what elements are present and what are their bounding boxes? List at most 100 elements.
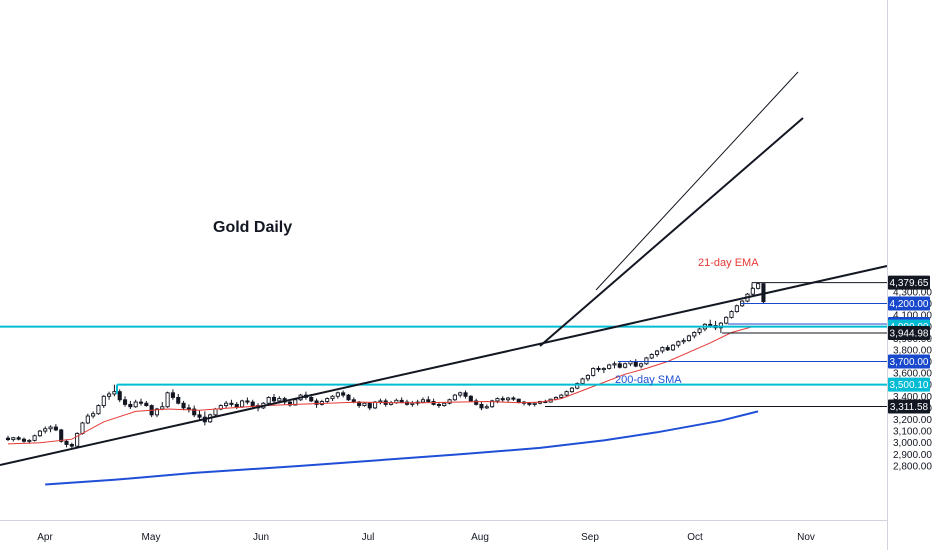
y-tick-label: 3,200.00 xyxy=(893,415,932,426)
candle-body-up xyxy=(734,305,739,313)
candle-body-up xyxy=(654,350,660,355)
y-tick-label: 3,000.00 xyxy=(893,438,932,449)
y-tick-label: 3,600.00 xyxy=(893,369,932,380)
candle-body-down xyxy=(341,392,346,396)
candle-body-up xyxy=(442,402,447,407)
candle xyxy=(426,396,431,403)
candle xyxy=(16,435,21,441)
candle-body-down xyxy=(170,392,175,398)
ema-21-line xyxy=(7,326,753,445)
candle-body-up xyxy=(373,401,378,409)
candle-body-up xyxy=(48,426,53,430)
candle-body-up xyxy=(670,344,676,351)
candle-body-up xyxy=(335,392,340,397)
candle-body-up xyxy=(213,408,218,416)
candle-body-up xyxy=(91,413,96,417)
candle-body-up xyxy=(452,394,457,401)
candle xyxy=(660,346,665,354)
candle xyxy=(686,334,692,342)
candle-body-down xyxy=(399,399,404,403)
candle-body-up xyxy=(325,398,330,402)
candle xyxy=(32,434,37,442)
candle-body-down xyxy=(128,403,133,408)
candle xyxy=(729,310,734,319)
candle-body-up xyxy=(601,367,606,371)
trendline-medium-term[interactable] xyxy=(539,117,804,347)
candle xyxy=(218,404,223,411)
candle-body-up xyxy=(564,391,569,396)
trendlines-layer xyxy=(0,71,888,466)
candle xyxy=(53,424,58,432)
y-tick-label: 3,400.00 xyxy=(893,392,932,403)
ema-label: 21-day EMA xyxy=(698,257,759,269)
candle xyxy=(511,396,516,401)
candle-body-up xyxy=(362,402,367,407)
price-tag: 3,500.10 xyxy=(888,377,930,392)
y-tick-label: 2,800.00 xyxy=(893,461,932,472)
candle xyxy=(133,399,138,408)
sma-200-line xyxy=(45,410,759,486)
trendline-long-term[interactable] xyxy=(0,265,888,466)
candle xyxy=(490,399,495,408)
candle-body-down xyxy=(117,391,122,401)
candle-body-up xyxy=(660,347,665,352)
candle-body-up xyxy=(80,422,85,434)
candle-body-up xyxy=(43,428,48,432)
candle xyxy=(559,393,564,399)
candle-body-up xyxy=(96,405,101,415)
candle xyxy=(48,425,53,433)
candle xyxy=(5,435,11,441)
candle-body-up xyxy=(692,332,697,337)
price-tag-label: 3,311.58 xyxy=(890,402,929,413)
candle-body-up xyxy=(532,402,537,405)
candle xyxy=(436,402,441,408)
trendline-short-term[interactable] xyxy=(595,71,799,291)
candle xyxy=(575,382,580,390)
candle-body-up xyxy=(649,354,654,359)
candle-body-down xyxy=(69,443,74,447)
candle-body-down xyxy=(21,438,27,442)
candle-body-down xyxy=(633,361,638,367)
candle-body-up xyxy=(681,340,686,343)
candle-body-up xyxy=(718,322,723,329)
candle xyxy=(654,349,660,357)
candle xyxy=(165,391,170,408)
candle xyxy=(43,426,48,434)
candle-body-up xyxy=(490,400,495,408)
candle-body-up xyxy=(575,383,580,389)
candle-body-up xyxy=(569,387,574,393)
candle-body-up xyxy=(11,437,16,441)
price-tags: 4,379.654,200.004,022.804,000.003,944.98… xyxy=(888,275,930,414)
candle xyxy=(756,282,761,290)
candle-body-down xyxy=(64,440,69,445)
price-tag-bg xyxy=(888,399,930,414)
candle xyxy=(601,367,606,374)
candle-body-down xyxy=(617,363,622,368)
candle xyxy=(681,338,686,345)
candle xyxy=(91,411,96,419)
candle-body-down xyxy=(708,323,713,326)
candle-body-up xyxy=(612,363,617,366)
candle xyxy=(532,402,537,407)
candle-body-up xyxy=(729,311,734,318)
candle xyxy=(75,432,80,447)
y-tick-label: 4,100.00 xyxy=(893,311,932,322)
candle xyxy=(750,287,755,296)
candle-body-up xyxy=(75,432,80,447)
candle-body-up xyxy=(697,328,702,333)
candle xyxy=(69,442,74,448)
candle xyxy=(623,362,628,369)
candle-body-up xyxy=(107,393,112,397)
candle xyxy=(479,402,484,411)
candle-body-down xyxy=(176,396,181,404)
price-levels-layer xyxy=(0,282,887,408)
price-tag-bg xyxy=(888,275,930,290)
candle xyxy=(346,393,351,401)
candle-body-down xyxy=(527,402,532,405)
time-axis[interactable]: Apr May Jun Jul Aug Sep Oct Nov xyxy=(37,532,815,543)
candle xyxy=(506,396,511,403)
candle-body-down xyxy=(144,402,149,407)
candle-body-up xyxy=(27,439,32,442)
candle xyxy=(500,396,505,403)
candle xyxy=(341,390,346,398)
